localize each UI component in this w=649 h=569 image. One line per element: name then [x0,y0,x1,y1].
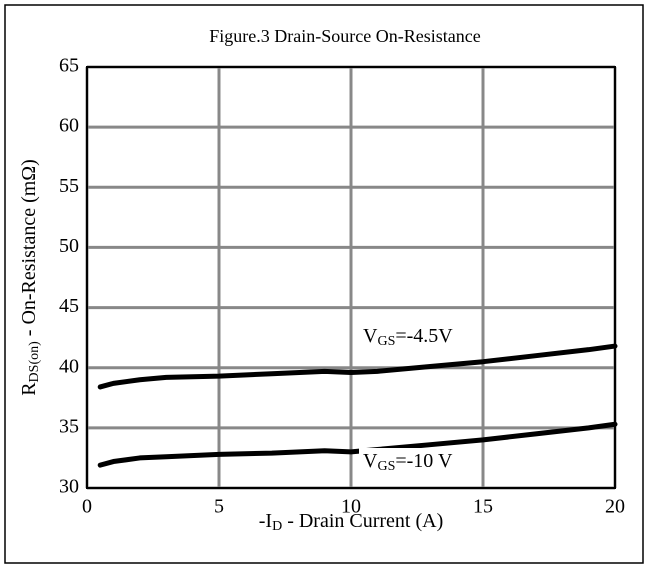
annotation: VGS=-10 V [363,450,453,475]
series-line [97,343,618,390]
x-tick-label: 5 [214,496,224,518]
y-tick-label: 35 [59,415,79,437]
x-tick-label: 0 [82,496,92,518]
annotation-part: =-4.5V [395,325,453,347]
annotation-part: GS [377,334,395,349]
annotation-part: =-10 V [395,450,453,472]
x-axis-label: -ID - Drain Current (A) [259,510,444,535]
x-tick-label: 10 [341,496,361,518]
y-tick-label: 30 [59,476,79,498]
annotation: VGS=-4.5V [363,325,453,350]
y-axis-label-part: R [18,382,40,396]
x-tick-label: 15 [473,496,493,518]
x-axis-label-part: - Drain Current (A) [282,510,443,532]
y-axis-label-part: - On-Resistance (mΩ) [18,159,40,341]
y-axis-label-part: DS(on) [27,341,42,383]
annotation-part: GS [377,459,395,474]
x-tick-label: 20 [605,496,625,518]
y-tick-label: 50 [59,235,79,257]
plot-border [86,66,616,489]
annotation-bg [359,448,471,478]
y-tick-label: 60 [59,115,79,137]
annotation-part: V [363,325,378,347]
series-line [97,421,618,468]
frame [4,4,644,564]
annotation-bg [359,323,471,353]
x-axis-label-part: -I [259,510,272,532]
chart-title: Figure.3 Drain-Source On-Resistance [209,26,480,46]
y-tick-label: 65 [59,55,79,77]
x-axis-label-part: D [272,519,282,534]
y-tick-label: 40 [59,355,79,377]
y-tick-label: 45 [59,295,79,317]
y-axis-label: RDS(on) - On-Resistance (mΩ) [18,159,43,396]
annotation-part: V [363,450,378,472]
y-tick-label: 55 [59,175,79,197]
